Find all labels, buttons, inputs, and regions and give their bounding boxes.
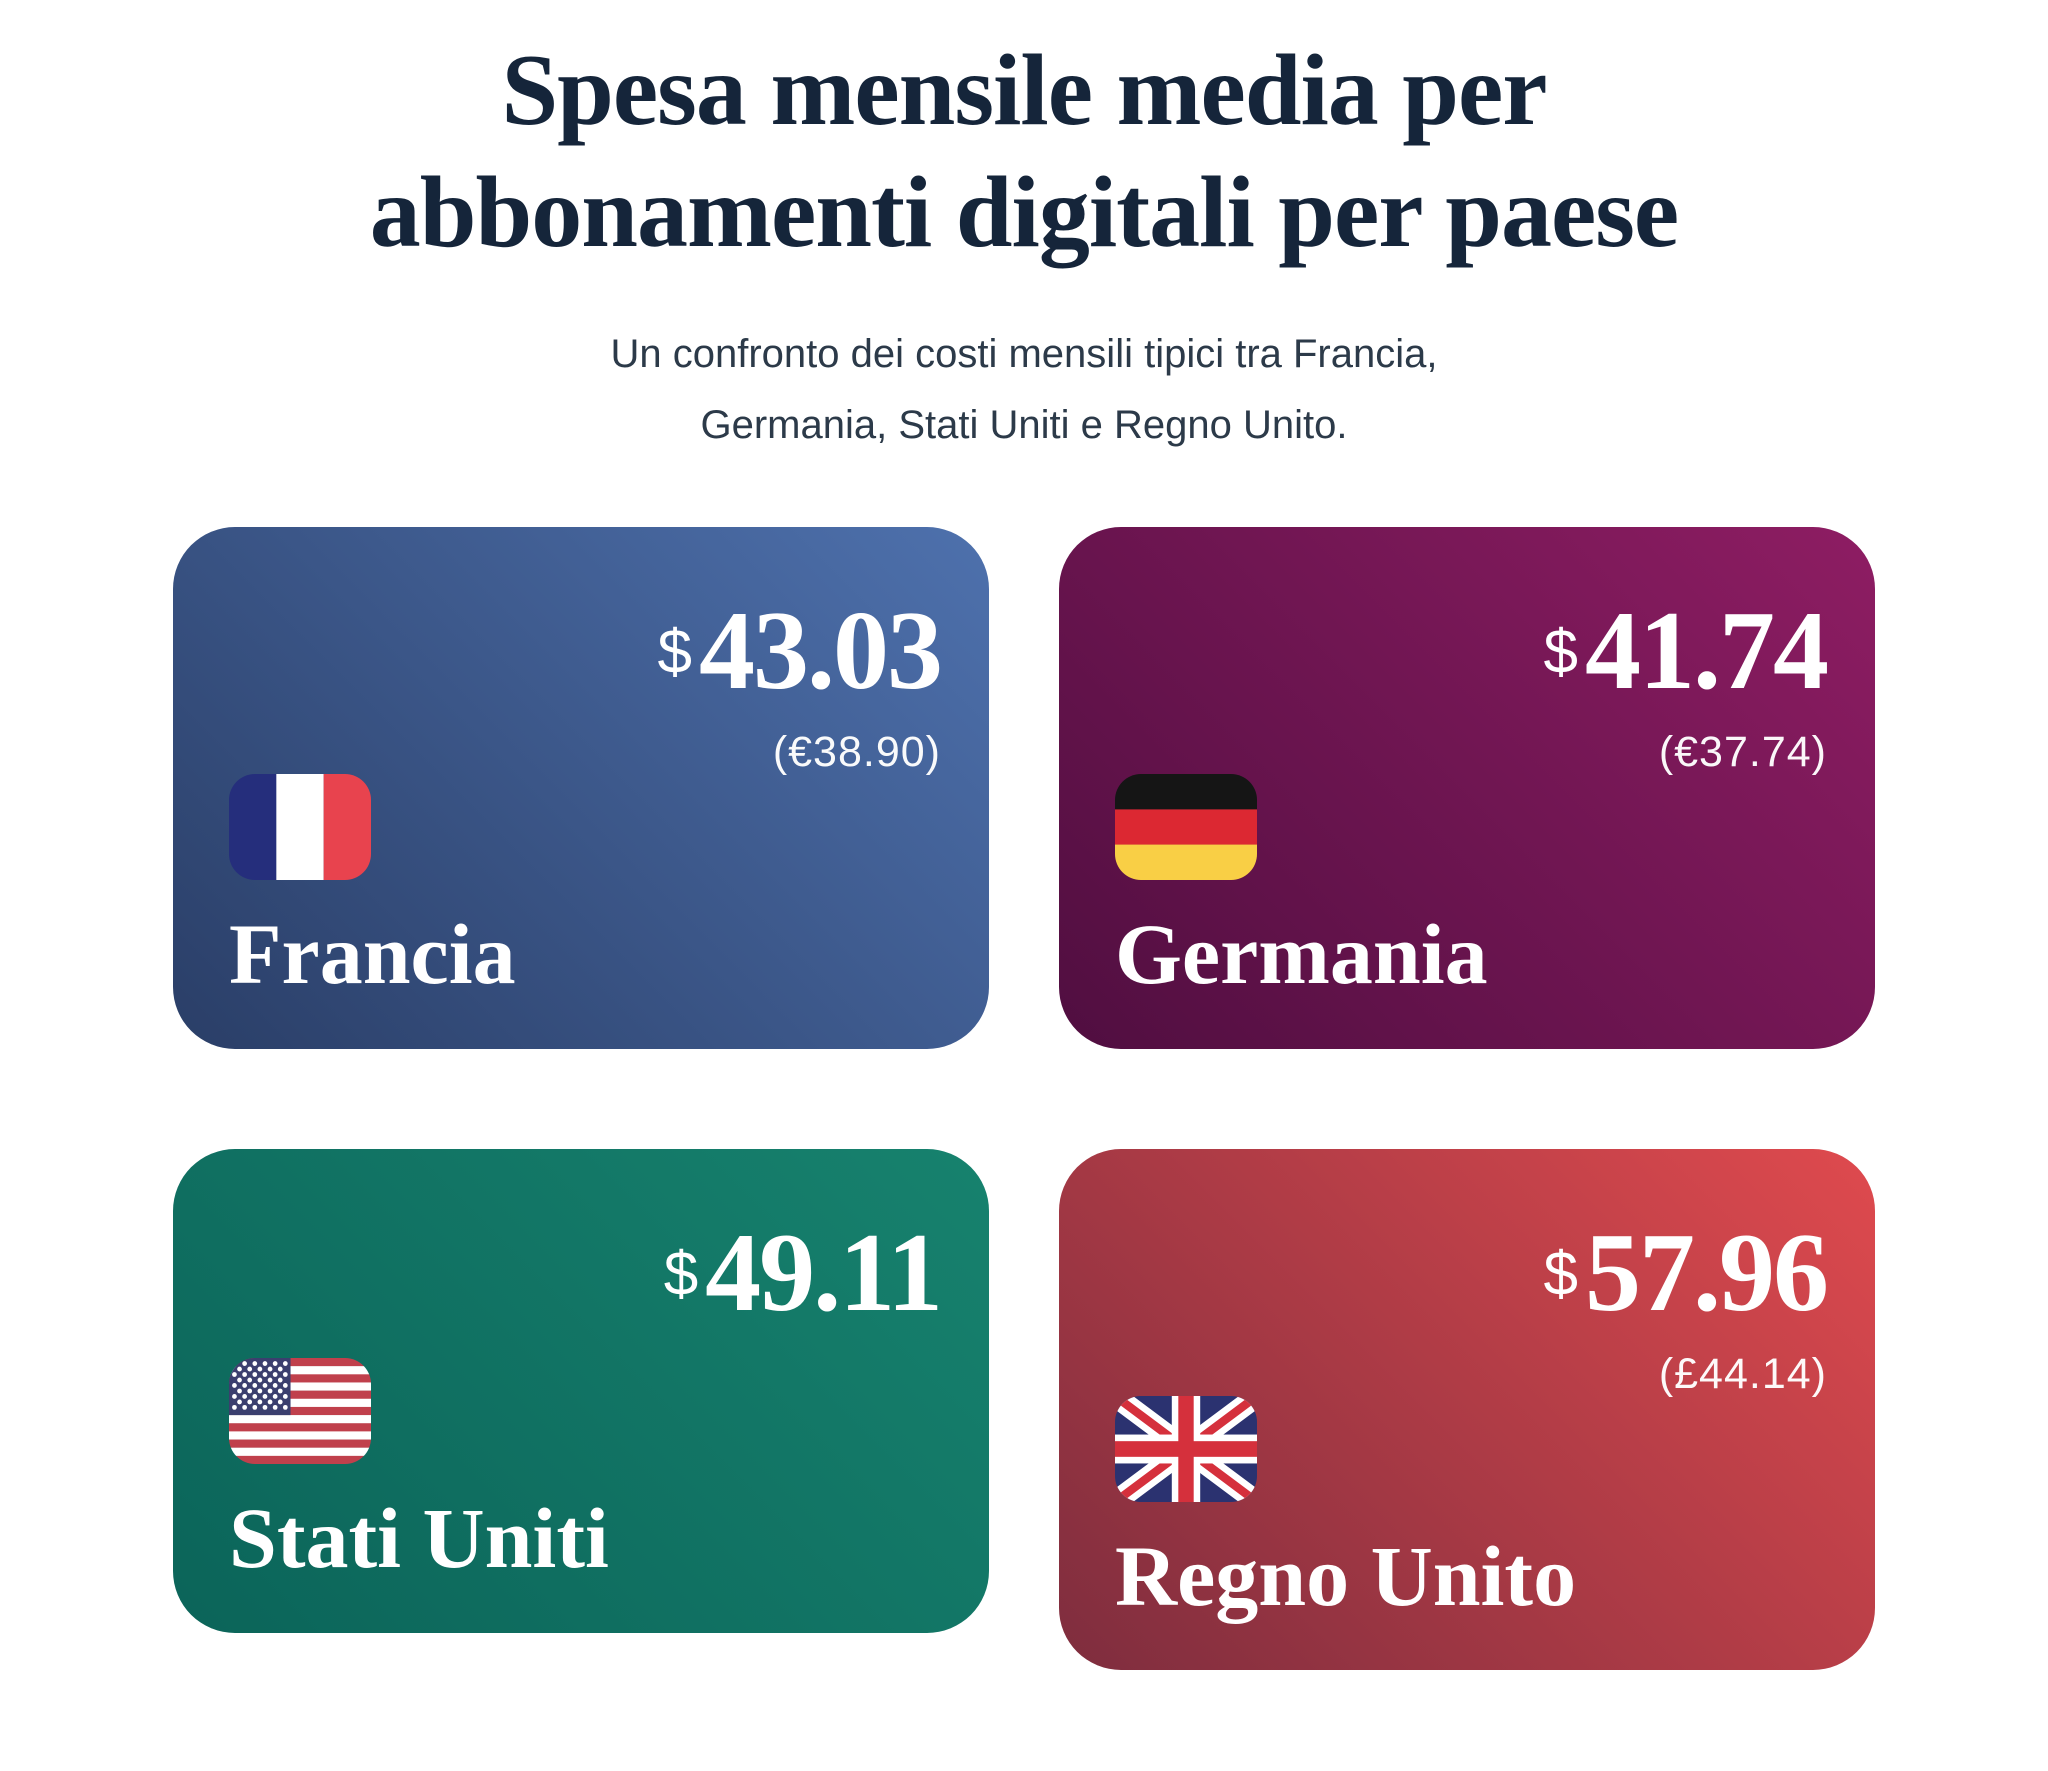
dollar-sign: $: [663, 1239, 699, 1309]
country-name: Germania: [1115, 906, 1488, 1003]
country-card-uk: $57.96 (£44.14) Regno Unito: [1059, 1148, 1875, 1671]
france-flag-icon: [229, 774, 371, 881]
page-subtitle-line1: Un confronto dei costi mensili tipici tr…: [610, 331, 1438, 376]
price-amount: 41.74: [1585, 589, 1829, 714]
page-title-line1: Spesa mensile media per: [501, 34, 1547, 147]
dollar-sign: $: [657, 618, 692, 688]
country-card-germany: $41.74 (€37.74) Germania: [1059, 527, 1875, 1049]
price-usd: $43.03: [229, 585, 943, 717]
price-block: $43.03 (€38.90): [229, 585, 943, 777]
price-usd: $41.74: [1115, 585, 1829, 717]
price-local-currency: (£44.14): [1658, 1349, 1827, 1398]
price-amount: 43.03: [699, 589, 943, 714]
uk-flag-icon: [1115, 1395, 1257, 1502]
dollar-sign: $: [1543, 618, 1578, 688]
usa-flag-icon: [229, 1358, 371, 1465]
price-block: $49.11: [229, 1207, 943, 1339]
page-subtitle-line2: Germania, Stati Uniti e Regno Unito.: [700, 402, 1348, 447]
page-title: Spesa mensile media per abbonamenti digit…: [0, 30, 2048, 275]
price-block: $41.74 (€37.74): [1115, 585, 1829, 777]
country-card-france: $43.03 (€38.90) Francia: [173, 527, 989, 1049]
price-amount: 49.11: [705, 1210, 943, 1335]
country-name: Stati Uniti: [229, 1490, 609, 1587]
infographic-page: Spesa mensile media per abbonamenti digit…: [0, 30, 2048, 1771]
country-card-usa: $49.11 Stati Uniti: [173, 1148, 989, 1633]
price-usd: $49.11: [229, 1207, 943, 1339]
country-name: Regno Unito: [1115, 1527, 1577, 1624]
price-amount: 57.96: [1585, 1210, 1829, 1335]
price-local-currency: (€38.90): [772, 728, 941, 777]
price-local-currency: (€37.74): [1658, 728, 1827, 777]
page-subtitle: Un confronto dei costi mensili tipici tr…: [424, 319, 1624, 461]
dollar-sign: $: [1543, 1239, 1578, 1309]
country-cards-grid: $43.03 (€38.90) Francia $41.74 (€37.74) …: [173, 527, 1875, 1671]
price-usd: $57.96: [1115, 1207, 1829, 1339]
country-name: Francia: [229, 906, 516, 1003]
germany-flag-icon: [1115, 774, 1257, 881]
page-title-line2: abbonamenti digitali per paese: [369, 156, 1679, 270]
price-block: $57.96 (£44.14): [1115, 1207, 1829, 1398]
